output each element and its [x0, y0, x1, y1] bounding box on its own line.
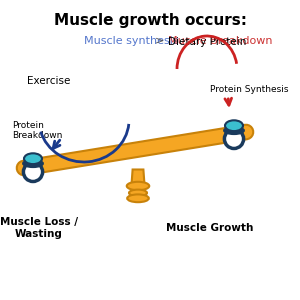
Ellipse shape: [129, 190, 147, 196]
Ellipse shape: [224, 127, 244, 134]
Text: >: >: [154, 35, 164, 46]
Circle shape: [224, 129, 244, 148]
Polygon shape: [131, 169, 145, 186]
Text: Protein Synthesis: Protein Synthesis: [210, 85, 289, 94]
Ellipse shape: [127, 182, 149, 190]
Text: Muscle Growth: Muscle Growth: [166, 223, 254, 233]
Text: Muscle growth occurs:: Muscle growth occurs:: [53, 14, 247, 28]
Text: Muscle Breakdown: Muscle Breakdown: [168, 35, 272, 46]
Text: Protein
Breakdown: Protein Breakdown: [12, 121, 62, 140]
Ellipse shape: [127, 194, 149, 202]
Text: Muscle synthesis: Muscle synthesis: [84, 35, 178, 46]
Ellipse shape: [23, 160, 43, 167]
Text: Muscle Loss /
Wasting: Muscle Loss / Wasting: [0, 217, 78, 239]
Ellipse shape: [24, 153, 42, 164]
Ellipse shape: [225, 120, 243, 131]
Text: Exercise: Exercise: [27, 76, 70, 86]
Text: Dietary Protein: Dietary Protein: [168, 37, 246, 47]
Circle shape: [23, 162, 43, 182]
